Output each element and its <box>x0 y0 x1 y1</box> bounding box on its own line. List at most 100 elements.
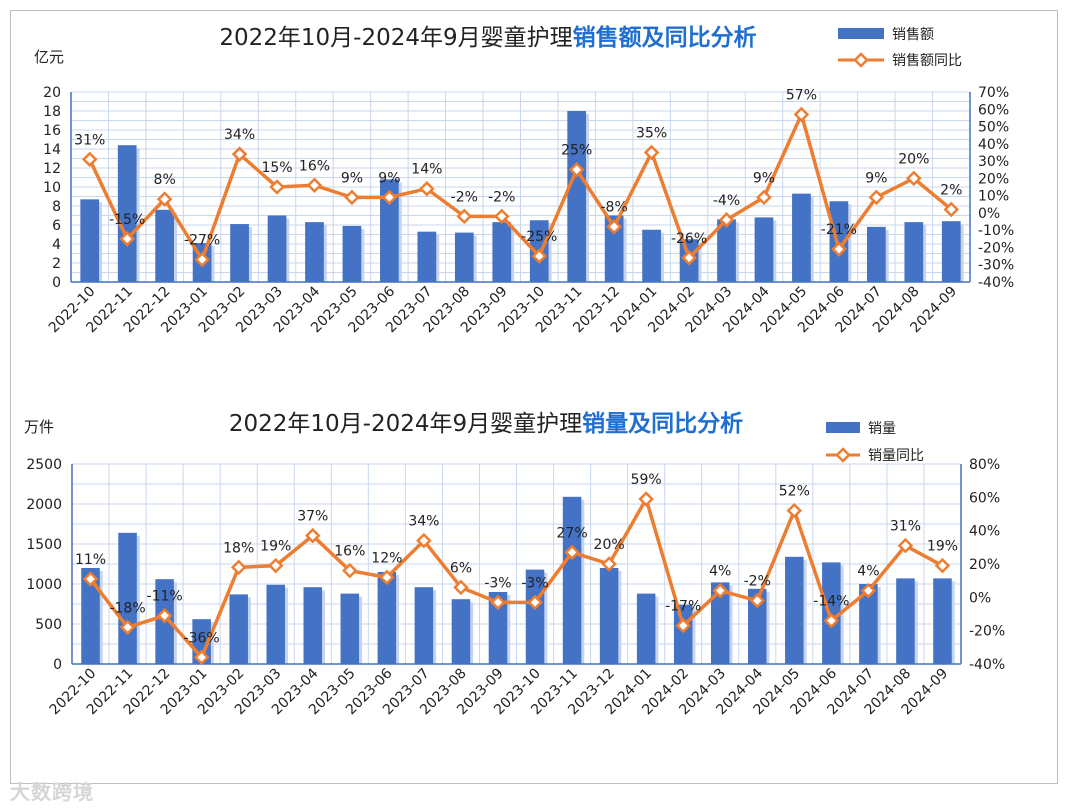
bar <box>377 572 397 664</box>
yoy-data-label: -8% <box>601 200 628 216</box>
yoy-point <box>416 532 432 549</box>
bar <box>454 232 474 282</box>
legend-bar-label: 销售额 <box>892 27 934 43</box>
bar <box>414 587 434 664</box>
y-tick-label: 12 <box>43 161 61 177</box>
bar <box>488 592 508 664</box>
yoy-data-label: 31% <box>74 132 105 148</box>
yoy-data-label: 6% <box>450 560 472 576</box>
bar <box>792 193 811 282</box>
y2-tick-label: 40% <box>978 137 1009 153</box>
yoy-point <box>156 607 173 624</box>
yoy-point <box>379 569 395 586</box>
bar <box>80 199 100 282</box>
yoy-point <box>306 177 323 194</box>
y2-tick-label: 20% <box>978 171 1009 187</box>
y2-tick-label: -40% <box>969 657 1005 673</box>
yoy-point <box>718 212 735 228</box>
bar <box>117 145 137 282</box>
yoy-data-label: 31% <box>890 519 921 535</box>
yoy-point <box>82 571 99 587</box>
yoy-point <box>527 594 543 611</box>
y2-tick-label: 50% <box>978 120 1009 136</box>
bar <box>155 209 175 282</box>
y2-tick-label: 70% <box>978 85 1009 101</box>
yoy-point <box>156 191 173 207</box>
yoy-point <box>231 146 248 162</box>
y2-tick-label: 0% <box>969 590 991 606</box>
yoy-point <box>897 537 914 554</box>
y-tick-label: 16 <box>43 123 61 139</box>
y2-tick-label: 10% <box>978 189 1009 205</box>
legend-line-label: 销量同比 <box>868 448 924 464</box>
bar <box>866 226 886 282</box>
yoy-point <box>793 106 810 123</box>
bar <box>305 222 324 282</box>
bar <box>562 496 582 664</box>
plot-area: 0 2 4 6 8 10 12 14 16 18 20 -40%-30% -20%-10%0%10% 20… <box>43 85 1014 336</box>
yoy-data-label: -14% <box>813 594 849 610</box>
bar <box>717 219 736 282</box>
bar <box>451 599 471 664</box>
yoy-data-label: 19% <box>927 539 958 555</box>
yoy-data-label: -3% <box>521 575 548 591</box>
yoy-point <box>681 250 697 266</box>
yoy-point <box>601 556 617 572</box>
bar <box>118 532 137 664</box>
yoy-data-label: 27% <box>557 525 588 541</box>
y2-tick-label: 40% <box>969 524 1000 540</box>
yoy-point <box>81 151 98 168</box>
yoy-data-label: -3% <box>484 575 511 591</box>
yoy-point <box>831 241 847 257</box>
y-tick-label: 0 <box>52 275 61 291</box>
yoy-point <box>269 179 285 195</box>
yoy-point <box>531 248 547 264</box>
yoy-point <box>786 502 803 519</box>
yoy-data-label: 34% <box>224 127 255 143</box>
y2-tick-label: 30% <box>978 154 1009 170</box>
bar <box>636 593 656 664</box>
legend: 销售额 销售额同比 <box>838 27 962 69</box>
yoy-point <box>230 559 247 576</box>
yoy-data-label: 25% <box>561 143 592 159</box>
yoy-data-label: 18% <box>223 540 254 556</box>
bar <box>941 221 961 282</box>
yoy-point <box>756 189 772 206</box>
yoy-line <box>88 112 953 262</box>
y-tick-label: 0 <box>53 657 62 673</box>
legend-line-label: 销售额同比 <box>892 53 962 69</box>
bar <box>642 229 661 282</box>
yoy-data-label: 2% <box>940 182 962 198</box>
yoy-data-label: 9% <box>378 170 400 186</box>
y2-tick-label: 60% <box>978 102 1009 118</box>
y2-tick-label: 20% <box>969 557 1000 573</box>
yoy-data-label: 52% <box>779 484 810 500</box>
yoy-data-label: 59% <box>631 472 662 488</box>
y-tick-label: 14 <box>43 142 61 158</box>
yoy-data-label: -27% <box>184 233 220 249</box>
volume-chart: 2022年10月-2024年9月婴童护理销量及同比分析 万件 销量 销量同比 0… <box>24 411 1005 718</box>
yoy-point <box>638 491 654 507</box>
yoy-data-label: 9% <box>865 170 887 186</box>
y-tick-label: 1500 <box>26 537 62 553</box>
yoy-point <box>453 579 469 596</box>
y-tick-label: 20 <box>43 85 61 101</box>
bar <box>754 217 774 282</box>
yoy-point <box>564 544 580 561</box>
y-tick-label: 2000 <box>26 497 62 513</box>
legend-line-marker <box>853 52 869 68</box>
bar <box>748 588 767 664</box>
legend-bar-label: 销量 <box>868 421 896 437</box>
yoy-data-label: -21% <box>821 222 857 238</box>
bar <box>380 179 399 282</box>
bar <box>267 215 287 282</box>
yoy-point <box>494 208 510 225</box>
legend-line-marker <box>835 447 851 463</box>
y2-tick-label: -10% <box>978 223 1014 239</box>
yoy-point <box>712 582 728 599</box>
yoy-point <box>749 592 766 609</box>
chart-title: 2022年10月-2024年9月婴童护理销售额及同比分析 <box>219 24 756 51</box>
y-tick-label: 8 <box>52 199 61 215</box>
yoy-data-label: 4% <box>857 564 879 580</box>
